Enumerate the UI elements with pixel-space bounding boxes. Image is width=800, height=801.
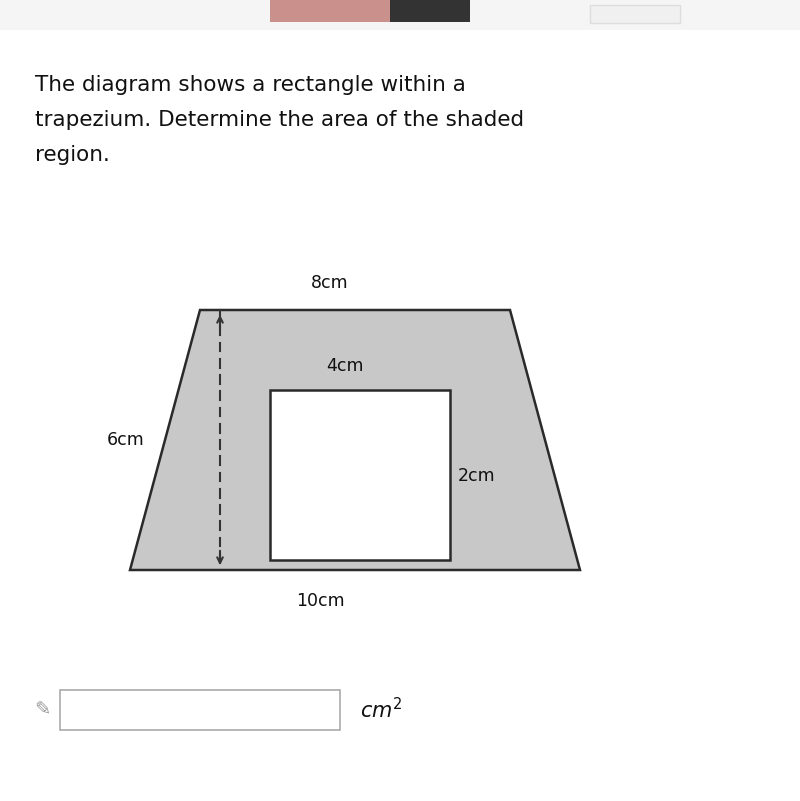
Text: 6cm: 6cm [107,431,145,449]
Text: region.: region. [35,145,110,165]
Polygon shape [130,310,580,570]
Text: 8cm: 8cm [311,274,349,292]
Text: 4cm: 4cm [326,357,364,375]
Bar [0,0,800,30]
Bar [590,5,680,23]
Bar [270,390,450,560]
Bar [60,690,340,730]
Bar [270,0,390,22]
Text: $cm^2$: $cm^2$ [360,698,402,723]
Text: 2cm: 2cm [458,467,496,485]
Text: The diagram shows a rectangle within a: The diagram shows a rectangle within a [35,75,466,95]
Text: trapezium. Determine the area of the shaded: trapezium. Determine the area of the sha… [35,110,524,130]
Text: ✎: ✎ [34,701,50,719]
Bar [390,0,470,22]
Text: 10cm: 10cm [296,592,344,610]
